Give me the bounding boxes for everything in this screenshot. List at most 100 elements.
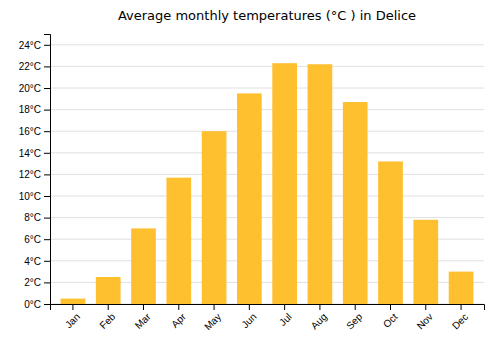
x-tick: Jul — [277, 304, 294, 328]
y-tick-label: 2°C — [24, 277, 41, 288]
y-tick: 4°C — [24, 256, 50, 267]
x-tick-mark — [284, 304, 285, 310]
grid-line — [50, 217, 484, 218]
y-axis: 0°C 2°C 4°C 6°C 8°C 10°C 12°C 14°C 16°C 18°C 20°C 2… — [19, 35, 51, 310]
y-tick: 0°C — [24, 299, 50, 310]
chart: 0°C 2°C 4°C 6°C 8°C 10°C 12°C 14°C 16°C 18°C 20°C 2… — [0, 0, 500, 350]
x-tick-mark — [461, 304, 462, 310]
grid-line — [50, 131, 484, 132]
bar — [237, 93, 262, 304]
x-tick-mark — [178, 304, 179, 310]
y-axis-line — [44, 35, 51, 305]
x-tick-label: Apr — [169, 311, 188, 330]
x-tick-mark — [355, 304, 356, 310]
x-tick-mark — [319, 304, 320, 310]
x-tick: Mar — [133, 304, 153, 331]
x-tick-label: Mar — [133, 311, 153, 331]
x-tick: Nov — [415, 304, 435, 331]
x-tick-label: Feb — [97, 311, 117, 331]
x-tick-mark — [72, 304, 73, 310]
y-tick: 8°C — [24, 212, 50, 223]
bar — [202, 131, 227, 304]
x-tick: Sep — [344, 304, 365, 331]
x-tick: May — [202, 304, 223, 332]
x-tick-label: Oct — [381, 311, 400, 330]
grid — [50, 45, 484, 304]
bar — [131, 228, 156, 304]
bar — [449, 272, 474, 304]
y-tick-label: 20°C — [19, 83, 41, 94]
y-tick: 14°C — [19, 148, 50, 159]
title: Average monthly temperatures (°C ) in De… — [118, 8, 416, 23]
x-tick-mark — [143, 304, 144, 310]
y-tick: 16°C — [19, 126, 50, 137]
bar — [272, 63, 297, 304]
x-tick-label: Jul — [277, 311, 294, 328]
x-tick-label: Jun — [239, 311, 258, 330]
y-tick-label: 6°C — [24, 234, 41, 245]
y-tick-mark — [44, 174, 50, 175]
bar — [166, 178, 191, 304]
y-tick: 2°C — [24, 277, 50, 288]
y-tick-label: 18°C — [19, 104, 41, 115]
y-tick-label: 12°C — [19, 169, 41, 180]
bar — [308, 64, 333, 304]
y-tick-label: 24°C — [19, 40, 41, 51]
bar — [413, 220, 438, 304]
y-tick: 10°C — [19, 191, 50, 202]
x-tick-mark — [390, 304, 391, 310]
bars — [61, 63, 474, 304]
x-tick: Aug — [309, 304, 329, 331]
x-tick-mark — [425, 304, 426, 310]
bar — [96, 277, 121, 304]
x-tick: Apr — [169, 304, 188, 330]
x-tick: Dec — [450, 304, 470, 331]
x-tick-mark — [108, 304, 109, 310]
y-tick-mark — [44, 66, 50, 67]
y-tick-mark — [44, 153, 50, 154]
x-axis: Jan Feb Mar Apr May Jun Jul Aug Sep Oct Nov Dec — [51, 304, 485, 332]
x-axis-line — [51, 305, 485, 311]
y-tick-mark — [44, 304, 50, 305]
grid-line — [50, 66, 484, 67]
x-tick: Oct — [381, 304, 400, 330]
y-tick: 12°C — [19, 169, 50, 180]
x-tick: Jun — [239, 304, 258, 330]
y-tick-label: 0°C — [24, 299, 41, 310]
y-tick-label: 10°C — [19, 191, 41, 202]
x-tick-label: Aug — [309, 311, 329, 331]
y-tick-label: 16°C — [19, 126, 41, 137]
y-tick-mark — [44, 131, 50, 132]
x-tick-label: Jan — [63, 311, 82, 330]
y-tick: 6°C — [24, 234, 50, 245]
y-tick: 18°C — [19, 104, 50, 115]
plot: 0°C 2°C 4°C 6°C 8°C 10°C 12°C 14°C 16°C 18°C 20°C 2… — [19, 35, 485, 333]
grid-line — [50, 109, 484, 110]
grid-line — [50, 152, 484, 153]
x-tick: Feb — [97, 304, 117, 331]
y-tick-mark — [44, 261, 50, 262]
x-tick: Jan — [63, 304, 82, 330]
y-tick-mark — [44, 45, 50, 46]
x-tick-label: Sep — [344, 311, 365, 332]
x-tick-mark — [214, 304, 215, 310]
y-tick-label: 22°C — [19, 61, 41, 72]
y-tick-label: 8°C — [24, 212, 41, 223]
y-tick-label: 4°C — [24, 256, 41, 267]
y-tick: 24°C — [19, 40, 50, 51]
x-tick-mark — [249, 304, 250, 310]
bar — [343, 102, 368, 304]
bar — [61, 299, 86, 304]
grid-line — [50, 196, 484, 197]
y-tick-mark — [44, 88, 50, 89]
y-tick-mark — [44, 110, 50, 111]
y-tick: 22°C — [19, 61, 50, 72]
bar — [378, 161, 403, 304]
x-tick-label: Dec — [450, 311, 470, 331]
y-tick-mark — [44, 282, 50, 283]
x-tick-label: Nov — [415, 311, 435, 331]
grid-line — [50, 44, 484, 45]
y-tick-label: 14°C — [19, 148, 41, 159]
y-tick-mark — [44, 196, 50, 197]
y-tick-mark — [44, 218, 50, 219]
